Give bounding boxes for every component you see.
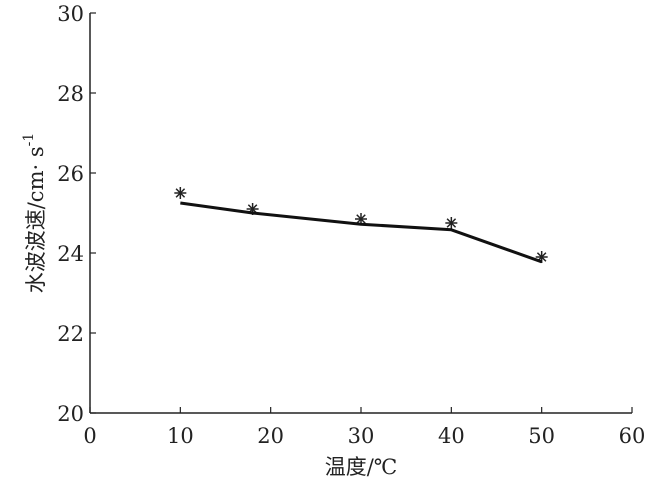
asterisk-stroke (446, 218, 457, 228)
y-tick-label: 26 (57, 162, 84, 186)
ticks: 0 10 20 30 40 50 60 20 22 24 26 28 30 (57, 2, 645, 448)
y-tick-label: 30 (57, 2, 84, 26)
y-tick-label: 22 (57, 322, 84, 346)
data-point-asterisk (355, 213, 367, 225)
x-tick-label: 40 (438, 424, 465, 448)
y-axis-label-main: 水波波速/cm· s (24, 146, 48, 293)
x-axis-label: 温度/℃ (325, 455, 398, 479)
data-point-asterisk (174, 187, 187, 199)
y-axis-label-superscript: -1 (21, 133, 37, 147)
x-tick-label: 20 (257, 424, 284, 448)
asterisk-stroke (175, 188, 186, 198)
asterisk-stroke (356, 214, 366, 224)
y-tick-label: 20 (57, 402, 84, 426)
y-tick-label: 28 (57, 82, 84, 106)
marks (174, 187, 548, 264)
x-tick-label: 10 (167, 424, 194, 448)
y-tick-label: 24 (57, 242, 84, 266)
y-axis-label: 水波波速/cm· s-1 (21, 133, 48, 294)
data-point-asterisk (445, 217, 458, 229)
x-tick-label: 60 (619, 424, 646, 448)
fit-line (180, 201, 543, 264)
x-tick-label: 50 (528, 424, 555, 448)
x-tick-label: 0 (83, 424, 96, 448)
x-tick-label: 30 (348, 424, 375, 448)
